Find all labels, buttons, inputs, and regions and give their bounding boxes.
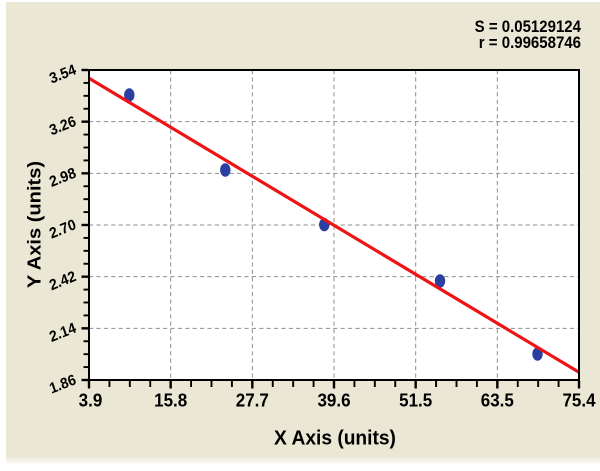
svg-text:63.5: 63.5 [481, 390, 514, 411]
svg-text:X Axis (units): X Axis (units) [274, 427, 396, 450]
svg-text:51.5: 51.5 [399, 390, 432, 411]
svg-text:39.6: 39.6 [317, 390, 350, 411]
svg-text:75.4: 75.4 [562, 390, 595, 411]
svg-text:15.8: 15.8 [154, 390, 187, 411]
svg-text:r = 0.99658746: r = 0.99658746 [479, 35, 581, 53]
svg-text:S = 0.05129124: S = 0.05129124 [475, 19, 582, 37]
svg-text:Y Axis (units): Y Axis (units) [24, 161, 45, 288]
svg-text:3.9: 3.9 [79, 390, 103, 411]
svg-text:27.7: 27.7 [236, 390, 269, 411]
